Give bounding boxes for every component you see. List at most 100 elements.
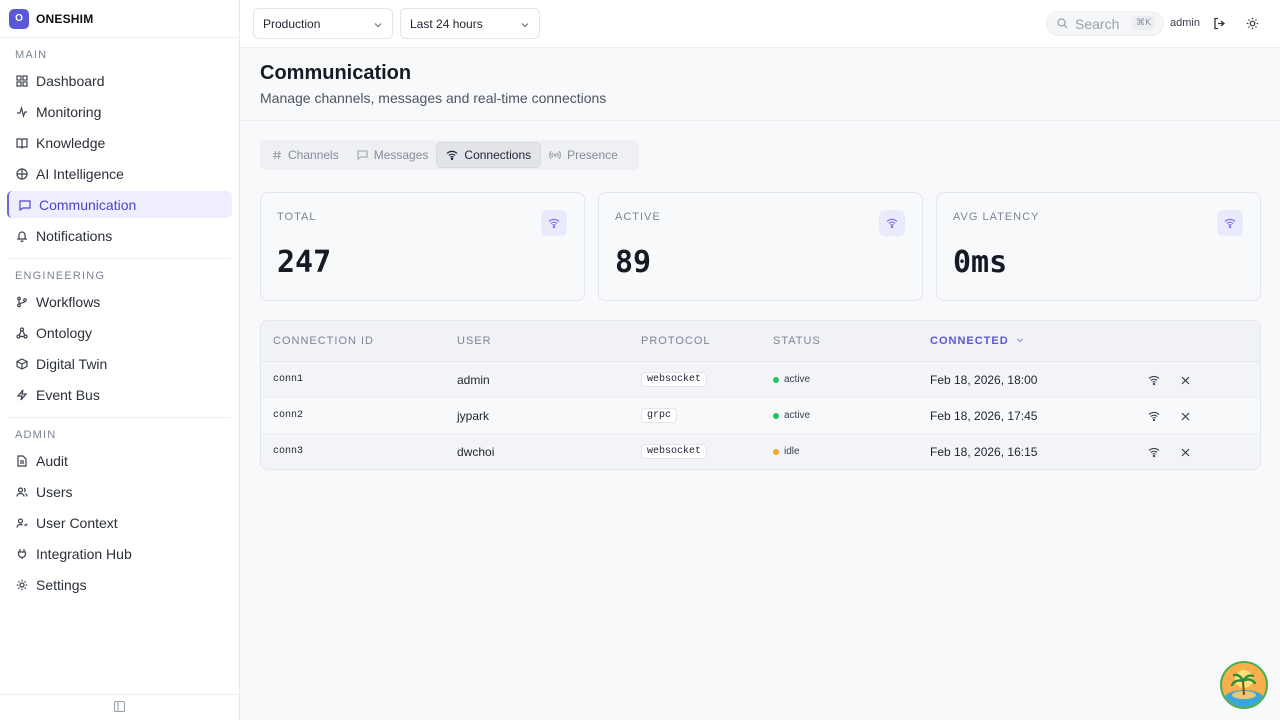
- status-dot: [773, 376, 779, 383]
- cell-user: dwchoi: [457, 445, 495, 459]
- grid-icon: [15, 74, 28, 87]
- logout-icon[interactable]: [1211, 15, 1227, 31]
- bolt-icon: [15, 388, 28, 401]
- sidebar-item-ai-intelligence[interactable]: AI Intelligence: [7, 160, 232, 187]
- table-header: CONNECTION ID USER PROTOCOL STATUS CONNE…: [261, 321, 1260, 362]
- tab-label: Channels: [288, 148, 339, 162]
- table-row[interactable]: conn3 dwchoi websocket idle Feb 18, 2026…: [261, 434, 1260, 469]
- branch-icon: [15, 295, 28, 308]
- sidebar-item-integration-hub[interactable]: Integration Hub: [7, 540, 232, 567]
- wifi-icon: [1148, 411, 1160, 421]
- stat-label: ACTIVE: [615, 211, 661, 223]
- environment-select[interactable]: Production: [253, 8, 393, 39]
- network-icon: [15, 326, 28, 339]
- search-icon: [1057, 18, 1068, 29]
- tab-presence[interactable]: Presence: [540, 143, 627, 167]
- connections-table: CONNECTION ID USER PROTOCOL STATUS CONNE…: [260, 320, 1261, 470]
- page-header: Communication Manage channels, messages …: [240, 48, 1280, 121]
- chevron-down-icon: [520, 19, 530, 33]
- sidebar-item-ontology[interactable]: Ontology: [7, 319, 232, 346]
- search-input[interactable]: Search ⌘K: [1046, 11, 1164, 36]
- column-header-connection-id[interactable]: CONNECTION ID: [273, 335, 374, 347]
- stat-value: 247: [277, 245, 332, 280]
- sidebar-item-workflows[interactable]: Workflows: [7, 288, 232, 315]
- chevron-down-icon: [373, 19, 383, 33]
- activity-icon: [15, 105, 28, 118]
- section-title-engineering: ENGINEERING: [15, 270, 106, 282]
- sidebar-item-users[interactable]: Users: [7, 478, 232, 505]
- cell-connected: Feb 18, 2026, 16:15: [930, 445, 1038, 459]
- sidebar-item-label: Audit: [36, 452, 68, 469]
- sidebar-item-settings[interactable]: Settings: [7, 571, 232, 598]
- table-row[interactable]: conn1 admin websocket active Feb 18, 202…: [261, 362, 1260, 398]
- column-header-status[interactable]: STATUS: [773, 335, 821, 347]
- stat-label: AVG LATENCY: [953, 211, 1040, 223]
- plug-icon: [15, 547, 28, 560]
- sidebar-item-dashboard[interactable]: Dashboard: [7, 67, 232, 94]
- sidebar-item-label: AI Intelligence: [36, 165, 124, 182]
- wifi-icon: [1217, 210, 1243, 236]
- close-icon: [1181, 448, 1189, 456]
- sidebar-item-user-context[interactable]: User Context: [7, 509, 232, 536]
- wifi-icon: [541, 210, 567, 236]
- protocol-badge: grpc: [641, 408, 678, 423]
- page-title: Communication: [260, 62, 412, 84]
- tab-connections[interactable]: Connections: [437, 143, 541, 167]
- sidebar-item-monitoring[interactable]: Monitoring: [7, 98, 232, 125]
- sidebar-collapse-button[interactable]: [0, 694, 239, 720]
- bell-icon: [15, 229, 28, 242]
- ping-connection-button[interactable]: [1147, 373, 1161, 387]
- sidebar-item-label: Integration Hub: [36, 545, 132, 562]
- wifi-icon: [879, 210, 905, 236]
- sidebar-item-notifications[interactable]: Notifications: [7, 222, 232, 249]
- column-header-connected[interactable]: CONNECTED: [930, 335, 1024, 347]
- close-connection-button[interactable]: [1178, 445, 1192, 459]
- ping-connection-button[interactable]: [1147, 445, 1161, 459]
- table-row[interactable]: conn2 jypark grpc active Feb 18, 2026, 1…: [261, 398, 1260, 434]
- ping-connection-button[interactable]: [1147, 409, 1161, 423]
- panel-collapse-icon: [113, 699, 126, 717]
- brand[interactable]: O ONESHIM: [0, 0, 239, 38]
- sidebar-item-digital-twin[interactable]: Digital Twin: [7, 350, 232, 377]
- stat-card-total: TOTAL 247: [260, 192, 585, 301]
- divider: [8, 417, 231, 418]
- users-icon: [15, 485, 28, 498]
- cell-user: jypark: [457, 409, 490, 423]
- stat-value: 0ms: [953, 245, 1008, 280]
- search-placeholder: Search: [1075, 15, 1120, 32]
- sidebar-item-communication[interactable]: Communication: [7, 191, 232, 218]
- close-connection-button[interactable]: [1178, 373, 1192, 387]
- status-label: active: [784, 410, 811, 421]
- column-header-user[interactable]: USER: [457, 335, 492, 347]
- tab-messages[interactable]: Messages: [348, 143, 438, 167]
- tab-label: Presence: [567, 148, 618, 162]
- cube-icon: [15, 357, 28, 370]
- stat-label: TOTAL: [277, 211, 317, 223]
- column-header-protocol[interactable]: PROTOCOL: [641, 335, 711, 347]
- sidebar: O ONESHIM MAIN Dashboard Monitoring Know…: [0, 0, 240, 720]
- status-badge: active: [773, 374, 810, 385]
- hash-icon: [272, 150, 282, 160]
- floating-assistant-avatar[interactable]: [1220, 661, 1268, 709]
- column-header-label: CONNECTED: [930, 335, 1009, 347]
- close-icon: [1181, 376, 1189, 384]
- sidebar-item-knowledge[interactable]: Knowledge: [7, 129, 232, 156]
- nav-main: Dashboard Monitoring Knowledge AI Intell…: [0, 67, 239, 249]
- tab-channels[interactable]: Channels: [263, 143, 348, 167]
- time-range-select[interactable]: Last 24 hours: [400, 8, 540, 39]
- sidebar-item-label: Dashboard: [36, 72, 105, 89]
- topbar: Production Last 24 hours Search ⌘K admin: [240, 0, 1280, 48]
- sidebar-item-audit[interactable]: Audit: [7, 447, 232, 474]
- sidebar-item-label: Communication: [39, 196, 137, 213]
- tab-label: Messages: [373, 148, 429, 162]
- close-connection-button[interactable]: [1178, 409, 1192, 423]
- cell-connected: Feb 18, 2026, 17:45: [930, 409, 1038, 423]
- file-icon: [15, 454, 28, 467]
- island-icon: [1222, 663, 1266, 707]
- nav-engineering: Workflows Ontology Digital Twin Event Bu…: [0, 288, 239, 408]
- sidebar-item-label: Knowledge: [36, 134, 106, 151]
- status-dot: [773, 412, 779, 419]
- cell-user: admin: [457, 373, 490, 387]
- sidebar-item-event-bus[interactable]: Event Bus: [7, 381, 232, 408]
- theme-toggle-icon[interactable]: [1244, 15, 1260, 31]
